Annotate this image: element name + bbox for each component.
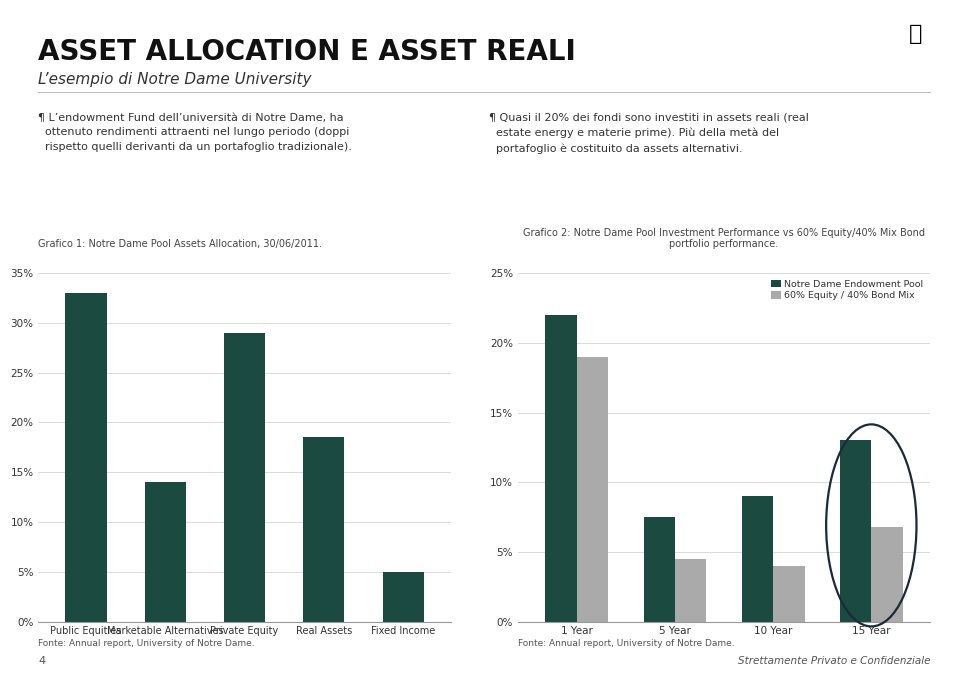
Bar [546, 315, 576, 622]
Text: ¶ Quasi il 20% dei fondi sono investiti in assets reali (real
  estate energy e : ¶ Quasi il 20% dei fondi sono investiti … [489, 113, 809, 154]
Text: 🌰: 🌰 [909, 24, 923, 44]
Bar [675, 559, 707, 622]
Bar [145, 482, 186, 622]
Bar [224, 333, 265, 622]
Bar [303, 437, 344, 622]
Bar [872, 527, 902, 622]
Legend: Notre Dame Endowment Pool, 60% Equity / 40% Bond Mix: Notre Dame Endowment Pool, 60% Equity / … [769, 278, 925, 302]
Bar [65, 293, 106, 622]
Text: ASSET ALLOCATION E ASSET REALI: ASSET ALLOCATION E ASSET REALI [38, 38, 576, 66]
Bar [643, 517, 675, 622]
Text: L’esempio di Notre Dame University: L’esempio di Notre Dame University [38, 72, 312, 87]
Text: Fonte: Annual report, University of Notre Dame.: Fonte: Annual report, University of Notr… [38, 639, 255, 647]
Bar [840, 441, 872, 622]
Bar [576, 357, 608, 622]
Text: ¶ L’endowment Fund dell’università di Notre Dame, ha
  ottenuto rendimenti attra: ¶ L’endowment Fund dell’università di No… [38, 113, 352, 152]
Text: Grafico 2: Notre Dame Pool Investment Performance vs 60% Equity/40% Mix Bond
por: Grafico 2: Notre Dame Pool Investment Pe… [523, 227, 925, 249]
Bar [773, 566, 805, 622]
Text: Strettamente Privato e Confidenziale: Strettamente Privato e Confidenziale [737, 656, 930, 666]
Bar [383, 572, 424, 622]
Bar [741, 496, 773, 622]
Text: Grafico 1: Notre Dame Pool Assets Allocation, 30/06/2011.: Grafico 1: Notre Dame Pool Assets Alloca… [38, 239, 322, 249]
Text: 4: 4 [38, 656, 45, 666]
Text: Fonte: Annual report, University of Notre Dame.: Fonte: Annual report, University of Notr… [518, 639, 735, 647]
